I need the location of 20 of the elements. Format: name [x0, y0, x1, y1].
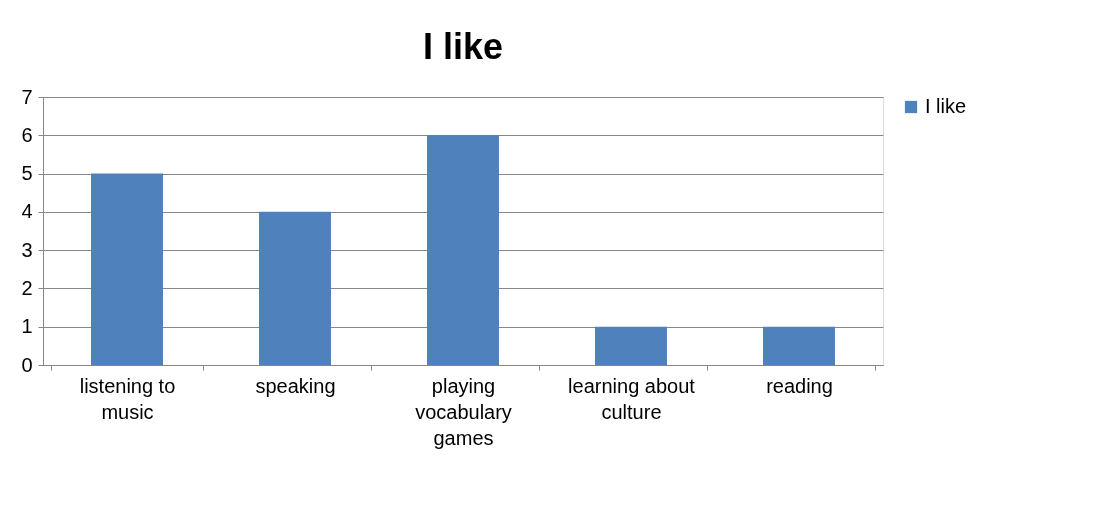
y-tick-label: 1 — [21, 315, 33, 338]
bar — [595, 326, 667, 365]
y-tick-label: 3 — [21, 238, 33, 261]
x-tick-label: speaking — [255, 374, 336, 397]
y-tick-label: 6 — [21, 123, 33, 146]
bar — [427, 135, 499, 365]
x-tick-label: listening to music — [79, 374, 176, 423]
bar — [91, 173, 163, 365]
y-tick-label: 7 — [21, 85, 33, 108]
chart-title: I like — [422, 26, 504, 67]
y-tick-label: 2 — [21, 276, 33, 299]
x-tick-label: learning about culture — [568, 374, 696, 423]
y-tick-label: 0 — [21, 353, 33, 376]
x-tick-label: playing vocabulary games — [415, 374, 512, 449]
bar — [259, 211, 331, 365]
y-tick-label: 4 — [21, 200, 33, 223]
x-tick-label: reading — [766, 374, 833, 397]
bar — [763, 326, 835, 365]
legend-label: I like — [925, 95, 967, 117]
y-tick-label: 5 — [21, 162, 33, 185]
